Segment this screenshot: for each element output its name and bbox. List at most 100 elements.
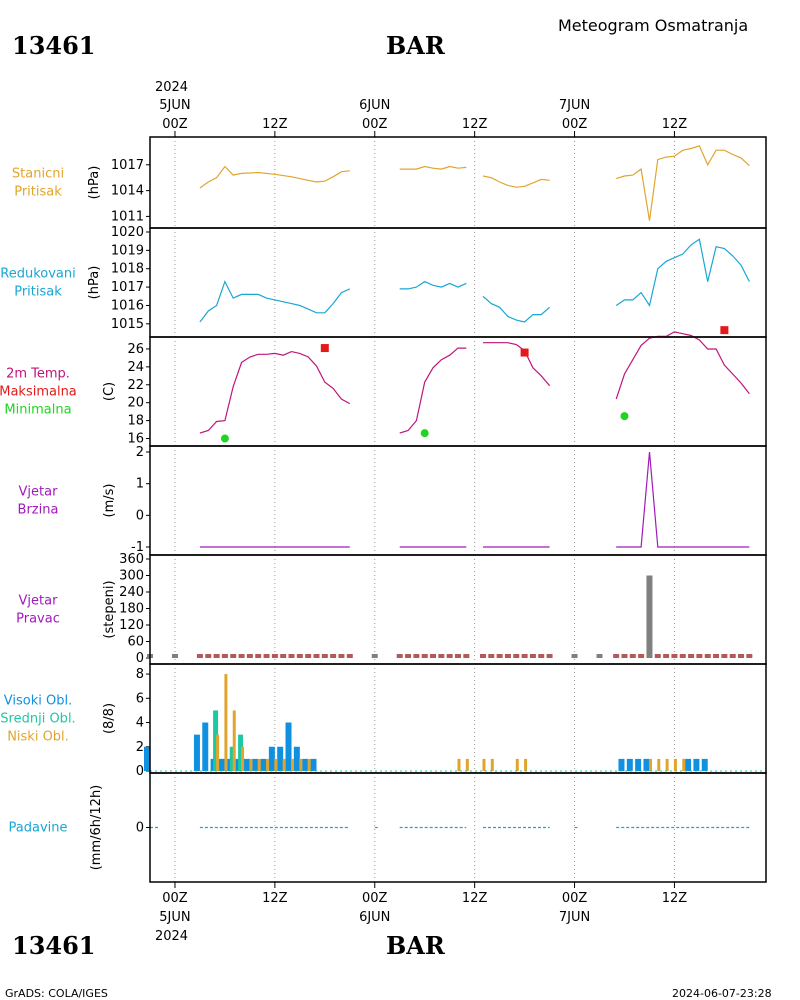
panel-label: Pritisak [14, 185, 62, 200]
y-tick-label: 18 [127, 414, 144, 429]
date-label-bottom: 7JUN [559, 910, 590, 925]
panel-label: Srednji Obl. [0, 712, 75, 727]
cloud-bar [260, 758, 267, 771]
panel-label: 2m Temp. [6, 367, 70, 382]
cloud-bar [202, 722, 209, 771]
y-tick-label: 1019 [111, 243, 144, 258]
wind-dir-bar [504, 654, 511, 658]
time-axis-year-top: 2024 [155, 80, 188, 95]
panel-label: Redukovani [0, 267, 75, 282]
y-tick-label: 24 [127, 360, 144, 375]
wind-dir-bar [496, 654, 503, 658]
cloud-bar [232, 710, 236, 771]
series-line [399, 347, 467, 434]
wind-dir-bar [430, 654, 437, 658]
cloud-bar [293, 746, 300, 771]
wind-dir-bar [638, 654, 645, 658]
y-tick-label: 0 [136, 821, 144, 836]
y-tick-label: 300 [119, 569, 144, 584]
panel-frame [149, 445, 767, 556]
cloud-bar [249, 758, 253, 771]
y-tick-label: 26 [127, 342, 144, 357]
y-tick-label: 60 [127, 635, 144, 650]
y-tick-label: 1014 [111, 184, 144, 199]
wind-dir-bar [305, 654, 312, 658]
wind-dir-bar [413, 654, 420, 658]
cloud-bar [482, 758, 486, 771]
cloud-bar [224, 674, 228, 771]
time-tick-bottom: 12Z [262, 891, 288, 906]
wind-dir-bar [613, 654, 620, 658]
cloud-bar [457, 758, 461, 771]
cloud-bar [643, 758, 650, 771]
date-label-bottom: 6JUN [359, 910, 390, 925]
time-tick-top: 12Z [262, 117, 288, 132]
cloud-bar [307, 758, 311, 771]
meteogram-title: Meteogram Osmatranja [558, 16, 748, 35]
cloud-bar [648, 758, 652, 771]
station-id-bottom: 13461 [12, 931, 96, 960]
y-tick-label: 0 [136, 764, 144, 779]
y-axis-label: (C) [102, 382, 117, 401]
y-tick-label: 16 [127, 432, 144, 447]
tmin-marker [220, 434, 229, 443]
time-tick-top: 00Z [562, 117, 588, 132]
wind-dir-bar [479, 654, 486, 658]
wind-dir-bar [663, 654, 670, 658]
wind-dir-bar [271, 654, 278, 658]
date-label-top: 5JUN [159, 98, 190, 113]
cloud-bar [268, 746, 275, 771]
date-label-top: 6JUN [359, 98, 390, 113]
cloud-bar [274, 758, 278, 771]
station-name-bottom: BAR [386, 931, 446, 960]
y-tick-label: 2 [136, 740, 144, 755]
panel-precipitation: 0 (mm/6h/12h) Padavine [9, 772, 767, 883]
y-tick-label: 0 [136, 651, 144, 666]
y-tick-label: 4 [136, 716, 144, 731]
time-tick-top: 00Z [162, 117, 188, 132]
panel-label: Visoki Obl. [4, 694, 72, 709]
cloud-bar [257, 758, 261, 771]
wind-dir-bar [696, 654, 703, 658]
wind-dir-bar [230, 654, 237, 658]
wind-dir-bar [721, 654, 728, 658]
y-tick-label: 1018 [111, 262, 144, 277]
cloud-bar [693, 758, 700, 771]
wind-dir-bar [213, 654, 220, 658]
station-id-top: 13461 [12, 31, 96, 60]
panel-frame [149, 772, 767, 883]
cloud-bar [626, 758, 633, 771]
cloud-bar [682, 758, 686, 771]
wind-dir-bar [405, 654, 412, 658]
y-tick-label: 120 [119, 618, 144, 633]
y-tick-label: 240 [119, 585, 144, 600]
date-label-top: 7JUN [559, 98, 590, 113]
cloud-bar [302, 758, 309, 771]
y-axis-label: (8/8) [102, 703, 117, 734]
wind-dir-bar [321, 654, 328, 658]
cloud-bar [243, 758, 250, 771]
wind-dir-bar [729, 654, 736, 658]
series-line [399, 280, 467, 290]
y-axis-label: (hPa) [87, 266, 102, 300]
wind-dir-bar [171, 654, 178, 658]
panel-frame [149, 336, 767, 447]
y-tick-label: 8 [136, 667, 144, 682]
time-tick-top: 12Z [462, 117, 488, 132]
series-line [199, 165, 350, 189]
wind-dir-bar [671, 654, 678, 658]
series-line [615, 331, 750, 400]
cloud-bar [218, 758, 225, 771]
wind-dir-bar [629, 654, 636, 658]
series-line [199, 350, 351, 434]
y-tick-label: -1 [131, 540, 144, 555]
cloud-bar [252, 758, 259, 771]
cloud-bar [685, 758, 692, 771]
time-axis-year-bottom: 2024 [155, 929, 188, 944]
wind-dir-bar [713, 654, 720, 658]
y-axis-label: (m/s) [102, 484, 117, 518]
wind-dir-bar [455, 654, 461, 658]
time-tick-bottom: 00Z [362, 891, 388, 906]
time-tick-top: 12Z [662, 117, 688, 132]
